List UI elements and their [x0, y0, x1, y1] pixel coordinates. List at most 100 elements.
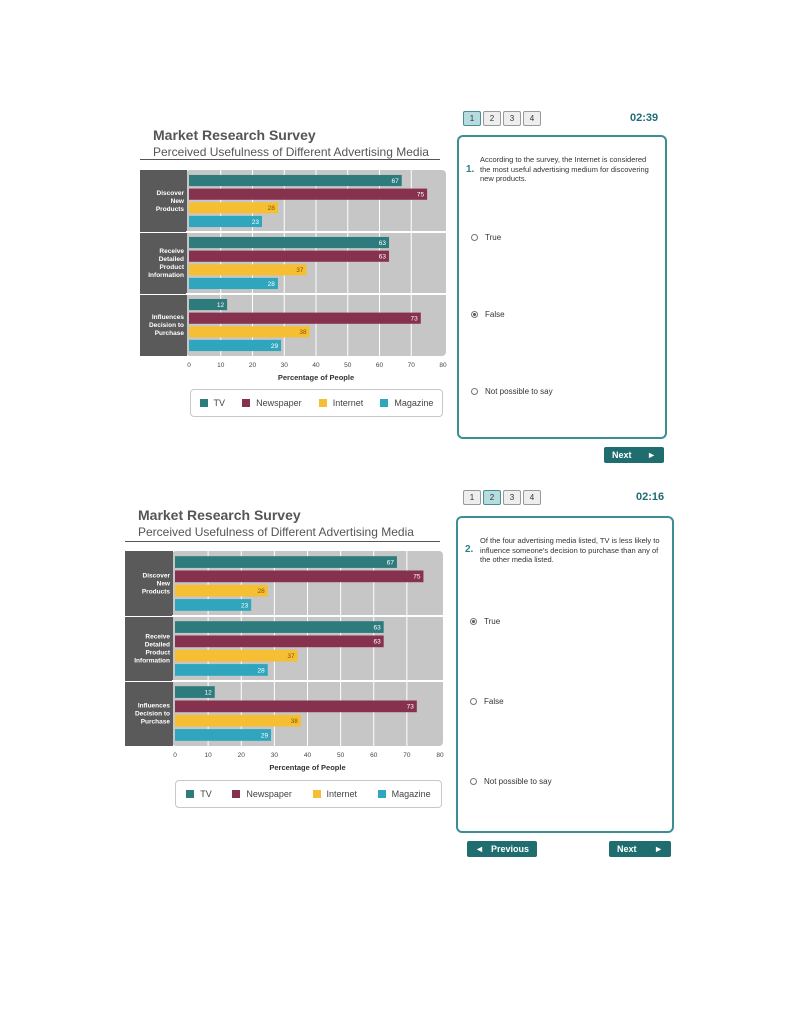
legend-swatch-newspaper [232, 790, 241, 798]
legend-swatch-magazine [377, 790, 386, 798]
data-label: 12 [217, 302, 225, 309]
bar-chart: 0 10 20 30 40 50 60 70 80 Discover New Products 67 75… [125, 551, 444, 772]
x-tick-label: 50 [337, 752, 345, 759]
chart-title: Market Research Survey [138, 507, 301, 523]
legend-swatch-tv [199, 399, 208, 407]
radio-button[interactable] [470, 618, 477, 625]
bar-chart: 0 10 20 30 40 50 60 70 80 Discover New Products 67 75… [140, 170, 447, 382]
data-label: 63 [379, 240, 387, 247]
bar-tv [189, 174, 402, 187]
timer: 02:16 [636, 491, 665, 503]
bar-newspaper [189, 312, 421, 324]
x-tick-label: 10 [205, 752, 213, 759]
page-button-3[interactable]: 3 [503, 111, 521, 126]
data-label: 29 [261, 732, 269, 739]
data-label: 38 [291, 718, 299, 725]
page-button-3[interactable]: 3 [503, 490, 521, 505]
legend-label: TV [213, 398, 226, 408]
legend-item-internet: Internet [312, 789, 357, 799]
option-not-possible[interactable]: Not possible to say [471, 387, 553, 396]
category-label: Discover New Products [156, 190, 185, 213]
page-button-2[interactable]: 2 [483, 111, 501, 126]
data-label: 28 [268, 205, 276, 212]
bar-internet [189, 202, 278, 214]
radio-button[interactable] [471, 311, 478, 318]
bar-newspaper [189, 188, 428, 200]
option-label: Not possible to say [484, 777, 552, 786]
next-button[interactable]: Next ► [609, 841, 671, 857]
category-block [125, 682, 173, 746]
bar-tv [189, 236, 390, 249]
radio-button[interactable] [470, 698, 477, 705]
page-button-1[interactable]: 1 [463, 111, 481, 126]
chart-legend: TV Newspaper Internet Magazine [175, 780, 442, 808]
previous-button[interactable]: ◄ Previous [467, 841, 537, 857]
play-left-icon: ◄ [475, 844, 484, 854]
bar-tv [175, 621, 384, 633]
bar-newspaper [175, 635, 384, 648]
option-label: Not possible to say [485, 387, 553, 396]
category-block [140, 170, 187, 232]
category-block [125, 551, 173, 616]
x-tick-label: 40 [312, 362, 320, 369]
page-button-4[interactable]: 4 [523, 111, 541, 126]
chart-subtitle: Perceived Usefulness of Different Advert… [138, 525, 414, 539]
x-tick-label: 20 [238, 752, 246, 759]
question-panel-1: Market Research Survey Perceived Usefuln… [0, 0, 800, 480]
radio-button[interactable] [470, 778, 477, 785]
x-tick-label: 40 [304, 752, 312, 759]
title-divider [140, 159, 440, 160]
option-label: False [484, 697, 504, 706]
timer: 02:39 [630, 112, 659, 124]
bar-magazine [175, 599, 252, 611]
option-label: True [485, 233, 502, 242]
legend-label: Magazine [391, 789, 431, 799]
option-true[interactable]: True [471, 233, 501, 242]
radio-button[interactable] [471, 234, 478, 241]
option-not-possible[interactable]: Not possible to say [470, 777, 552, 786]
x-tick-label: 0 [187, 362, 191, 369]
option-false[interactable]: False [471, 310, 505, 319]
category-block [140, 233, 187, 294]
legend-label: Newspaper [256, 398, 302, 408]
data-label: 63 [379, 253, 387, 260]
next-label: Next [617, 844, 637, 854]
option-false[interactable]: False [470, 697, 504, 706]
data-label: 63 [373, 639, 381, 646]
question-text: Of the four advertising media listed, TV… [480, 536, 660, 564]
x-tick-label: 50 [344, 362, 352, 369]
legend-label: Magazine [394, 398, 434, 408]
data-label: 28 [258, 588, 266, 595]
chart-title: Market Research Survey [153, 127, 316, 143]
data-label: 38 [299, 329, 307, 336]
question-number: 1. [466, 164, 475, 175]
question-pager: 1 2 3 4 [463, 111, 541, 126]
radio-button[interactable] [471, 388, 478, 395]
bar-internet [189, 264, 307, 276]
data-label: 73 [411, 315, 419, 322]
option-true[interactable]: True [470, 617, 500, 626]
legend-item-newspaper: Newspaper [242, 398, 302, 408]
data-label: 37 [287, 653, 295, 660]
data-label: 23 [241, 602, 249, 609]
page-button-4[interactable]: 4 [523, 490, 541, 505]
previous-label: Previous [490, 844, 529, 854]
x-axis-label: Percentage of People [269, 763, 345, 772]
bar-internet [175, 649, 298, 662]
x-tick-label: 10 [217, 362, 225, 369]
play-right-icon: ► [647, 450, 656, 460]
page-button-2[interactable]: 2 [483, 490, 501, 505]
question-pager: 1 2 3 4 [463, 490, 541, 505]
data-label: 29 [271, 343, 279, 350]
page-button-1[interactable]: 1 [463, 490, 481, 505]
legend-item-newspaper: Newspaper [232, 789, 292, 799]
question-box: 1. According to the survey, the Internet… [457, 135, 667, 439]
legend-item-magazine: Magazine [380, 398, 433, 408]
next-button[interactable]: Next ► [604, 447, 664, 463]
next-label: Next [612, 450, 632, 460]
legend-swatch-newspaper [242, 399, 251, 407]
x-tick-label: 80 [436, 752, 444, 759]
x-tick-label: 60 [370, 752, 378, 759]
legend-swatch-magazine [380, 399, 389, 407]
x-tick-label: 70 [403, 752, 411, 759]
